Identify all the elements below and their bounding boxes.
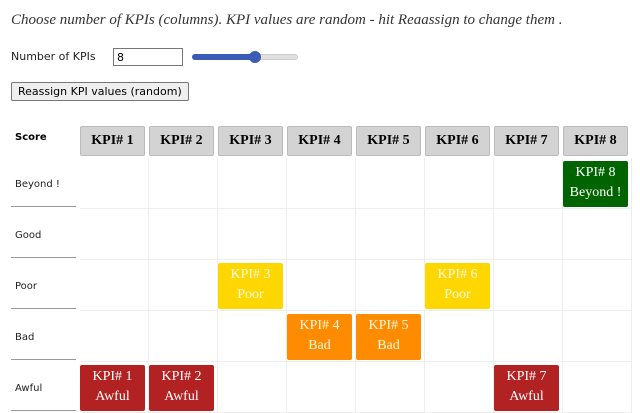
badge-name: KPI# 2 <box>161 369 202 384</box>
row-label: Beyond ! <box>15 179 60 190</box>
kpi-header: KPI# 1 <box>80 126 145 156</box>
grid-line <box>562 158 563 413</box>
badge-name: KPI# 1 <box>92 369 133 384</box>
row-label: Good <box>15 230 42 241</box>
row-separator <box>11 308 76 309</box>
grid-line <box>493 158 494 413</box>
slider-thumb[interactable] <box>249 51 261 63</box>
grid-line <box>80 361 632 362</box>
grid-line <box>286 158 287 413</box>
badge-name: KPI# 7 <box>506 369 547 384</box>
grid-line <box>631 158 632 413</box>
grid-line <box>80 208 632 209</box>
intro-text: Choose number of KPIs (columns). KPI val… <box>11 12 563 28</box>
kpi-header: KPI# 7 <box>494 126 559 156</box>
badge-score: Awful <box>509 389 544 404</box>
grid-line <box>355 158 356 413</box>
kpi-badge: KPI# 3 Poor <box>218 263 283 309</box>
row-separator <box>11 257 76 258</box>
page: Choose number of KPIs (columns). KPI val… <box>11 12 632 413</box>
grid-line <box>424 158 425 413</box>
badge-score: Bad <box>377 338 400 353</box>
kpi-badge: KPI# 6 Poor <box>425 263 490 309</box>
badge-score: Beyond ! <box>569 185 622 200</box>
badge-score: Awful <box>95 389 130 404</box>
kpi-header: KPI# 6 <box>425 126 490 156</box>
kpi-badge: KPI# 1 Awful <box>80 365 145 411</box>
grid-line <box>80 259 632 260</box>
row-separator <box>11 359 76 360</box>
kpi-header: KPI# 3 <box>218 126 283 156</box>
grid-line <box>80 310 632 311</box>
badge-name: KPI# 3 <box>230 267 271 282</box>
kpi-badge: KPI# 2 Awful <box>149 365 214 411</box>
badge-score: Awful <box>164 389 199 404</box>
reassign-button[interactable]: Reassign KPI values (random) <box>11 82 189 101</box>
kpi-badge: KPI# 8 Beyond ! <box>563 161 628 207</box>
kpi-header: KPI# 4 <box>287 126 352 156</box>
kpi-badge: KPI# 4 Bad <box>287 314 352 360</box>
slider-fill <box>192 54 255 60</box>
row-separator <box>11 410 76 411</box>
count-label: Number of KPIs <box>11 50 96 63</box>
kpi-badge: KPI# 7 Awful <box>494 365 559 411</box>
row-separator <box>11 206 76 207</box>
badge-score: Bad <box>308 338 331 353</box>
row-label: Bad <box>15 332 35 343</box>
grid-line <box>148 158 149 413</box>
badge-name: KPI# 4 <box>299 318 340 333</box>
badge-name: KPI# 8 <box>575 165 616 180</box>
row-label: Poor <box>15 281 38 292</box>
badge-score: Poor <box>444 287 471 302</box>
badge-name: KPI# 6 <box>437 267 478 282</box>
badge-score: Poor <box>237 287 264 302</box>
grid-line <box>217 158 218 413</box>
kpi-header: KPI# 8 <box>563 126 628 156</box>
badge-name: KPI# 5 <box>368 318 409 333</box>
row-label: Awful <box>15 383 43 394</box>
kpi-header: KPI# 5 <box>356 126 421 156</box>
kpi-header: KPI# 2 <box>149 126 214 156</box>
count-input[interactable]: 8 <box>113 48 183 66</box>
kpi-badge: KPI# 5 Bad <box>356 314 421 360</box>
score-header: Score <box>15 132 47 143</box>
